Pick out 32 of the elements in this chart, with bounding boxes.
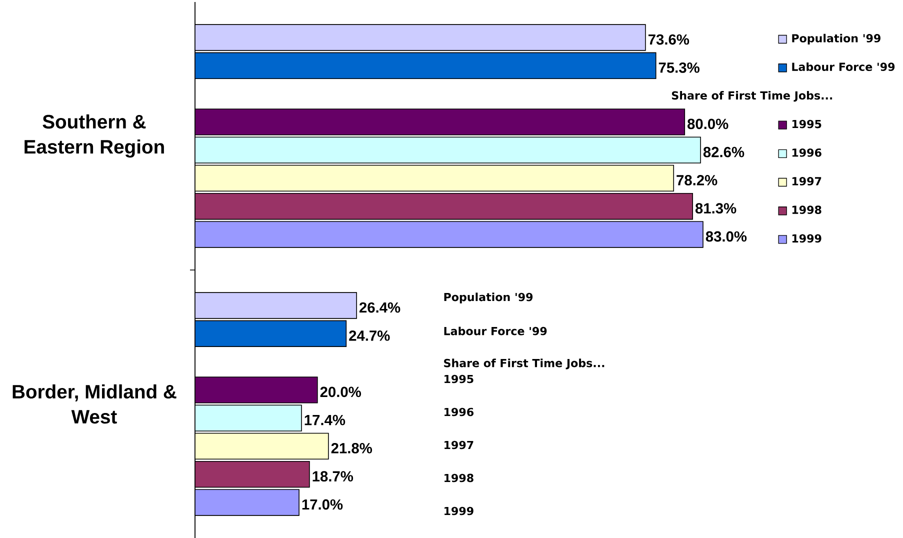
data-label: 21.8% [331, 443, 372, 454]
data-label: 24.7% [349, 330, 390, 341]
annotation: 1995 [444, 374, 474, 384]
legend-label: 1995 [792, 120, 822, 128]
legend-label: 1996 [792, 148, 822, 157]
data-label: 80.0% [688, 118, 728, 130]
data-label: 83.0% [706, 231, 747, 242]
data-label: 75.3% [658, 62, 700, 73]
data-label: 82.6% [703, 146, 744, 158]
data-label: 73.6% [648, 34, 690, 45]
y-tick-label: Border, Midland & West [12, 384, 176, 424]
data-label: 17.0% [302, 499, 343, 510]
legend-label: 1998 [792, 206, 822, 214]
annotation: 1997 [444, 440, 474, 450]
data-label: 17.4% [304, 414, 346, 426]
annotation: Labour Force '99 [444, 326, 547, 336]
data-label: 81.3% [695, 203, 736, 214]
annotation: 1996 [444, 408, 474, 416]
annotation: 1999 [444, 506, 474, 516]
y-tick-label: Southern & Eastern Region [24, 114, 164, 158]
data-label: 26.4% [359, 302, 400, 313]
annotation: Population '99 [444, 292, 533, 304]
annotation: Share of First Time Jobs... [444, 358, 604, 370]
annotation: 1998 [444, 474, 474, 482]
text: Share of First Time Jobs... [672, 91, 832, 102]
legend-label: Labour Force '99 [792, 62, 895, 72]
legend-label: 1997 [792, 177, 822, 186]
data-label: 20.0% [320, 386, 362, 398]
legend-label: 1999 [792, 234, 822, 243]
data-label: 18.7% [312, 471, 354, 482]
data-label: 78.2% [676, 175, 718, 186]
legend-label: Population '99 [792, 34, 880, 45]
